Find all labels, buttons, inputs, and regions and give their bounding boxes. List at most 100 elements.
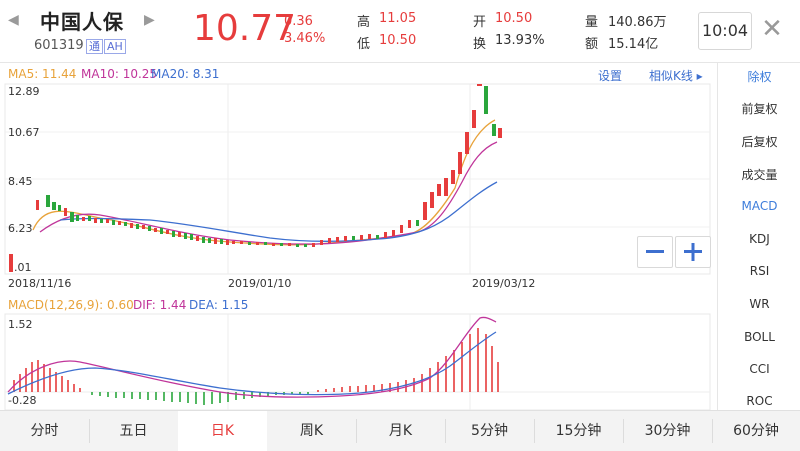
- ah-badge[interactable]: AH: [104, 39, 126, 54]
- similar-kline-link[interactable]: 相似K线 ▸: [649, 69, 703, 83]
- candle: [392, 230, 395, 236]
- tab-daily-k[interactable]: 日K: [178, 411, 267, 451]
- candle: [458, 152, 462, 174]
- menu-kdj[interactable]: KDJ: [749, 232, 770, 246]
- x-label-2: 2019/01/10: [228, 277, 292, 290]
- candle: [82, 217, 85, 221]
- kline-chart-area[interactable]: MA5: 11.44 MA10: 10.25 MA20: 8.31 设置 相似K…: [0, 62, 716, 410]
- macd-params-legend: MACD(12,26,9): 0.60: [8, 298, 134, 312]
- tab-30min[interactable]: 30分钟: [644, 423, 691, 439]
- candle: [304, 244, 307, 247]
- candle: [232, 241, 235, 244]
- y-label-4: 6.23: [8, 222, 33, 235]
- tab-15min[interactable]: 15分钟: [555, 423, 602, 439]
- tab-60min[interactable]: 60分钟: [733, 423, 779, 439]
- candle: [160, 228, 163, 234]
- candle: [264, 242, 267, 245]
- menu-rsi[interactable]: RSI: [749, 264, 770, 278]
- macd-top-label: 1.52: [8, 318, 33, 331]
- menu-roc[interactable]: ROC: [746, 394, 773, 408]
- tab-weekly-k[interactable]: 周K: [299, 423, 324, 439]
- menu-backward-adjust[interactable]: 后复权: [741, 135, 778, 149]
- candle: [280, 243, 283, 246]
- dea-legend: DEA: 1.15: [189, 298, 249, 312]
- candle: [272, 243, 275, 246]
- tab-five-day[interactable]: 五日: [119, 423, 148, 439]
- tab-divider: [534, 419, 535, 443]
- ma10-line: [39, 141, 498, 245]
- candle: [148, 226, 151, 231]
- last-price: 10.77: [193, 8, 297, 49]
- menu-ex-rights[interactable]: 除权: [747, 70, 772, 84]
- candle: [296, 244, 299, 247]
- candle: [368, 234, 371, 239]
- x-label-1: 2018/11/16: [8, 277, 72, 290]
- zoom-out-button[interactable]: [637, 236, 673, 268]
- candle: [248, 242, 251, 245]
- candle: [178, 232, 181, 237]
- tab-divider: [623, 419, 624, 443]
- candle: [190, 234, 193, 240]
- amount-label: 额: [585, 37, 599, 52]
- candle: [154, 228, 157, 232]
- turnover-value: 13.93%: [495, 33, 545, 48]
- stock-name: 中国人保: [40, 10, 124, 34]
- stock-code: 601319: [34, 38, 84, 53]
- candle: [118, 221, 121, 225]
- candle: [328, 238, 331, 243]
- tab-intraday[interactable]: 分时: [30, 423, 59, 439]
- candle: [444, 178, 448, 196]
- candle: [70, 212, 74, 222]
- x-label-3: 2019/03/12: [472, 277, 536, 290]
- tab-5min[interactable]: 5分钟: [471, 423, 508, 439]
- close-icon[interactable]: ✕: [761, 14, 783, 44]
- high-value: 11.05: [379, 11, 417, 26]
- menu-volume[interactable]: 成交量: [741, 168, 778, 182]
- candle: [492, 124, 496, 136]
- menu-forward-adjust[interactable]: 前复权: [741, 102, 778, 116]
- candle: [58, 205, 61, 211]
- menu-macd[interactable]: MACD: [741, 199, 778, 213]
- candle: [76, 215, 79, 221]
- connect-badge: 通: [86, 39, 103, 54]
- candle: [9, 254, 13, 272]
- macd-hist-red-late: [317, 328, 499, 392]
- candle: [88, 216, 91, 221]
- candle: [477, 84, 482, 86]
- menu-wr[interactable]: WR: [749, 297, 770, 311]
- low-value: 10.50: [379, 33, 417, 48]
- candle: [416, 220, 419, 226]
- candle: [451, 170, 455, 184]
- candle: [46, 195, 50, 207]
- open-label: 开: [473, 15, 487, 30]
- menu-cci[interactable]: CCI: [749, 362, 770, 376]
- tab-divider: [445, 419, 446, 443]
- menu-boll[interactable]: BOLL: [744, 330, 775, 344]
- candle: [344, 236, 347, 241]
- tab-divider: [89, 419, 90, 443]
- minus-icon: [646, 250, 664, 253]
- tab-monthly-k[interactable]: 月K: [388, 423, 413, 439]
- kline-svg[interactable]: [0, 62, 716, 410]
- prev-stock-icon[interactable]: ◀: [8, 12, 19, 28]
- candle: [423, 202, 427, 220]
- candle: [465, 132, 469, 154]
- candle: [142, 225, 145, 229]
- quote-header: ◀ 中国人保 ▶ 601319 通 AH 10.77 0.36 3.46% 高 …: [0, 0, 800, 63]
- candle: [498, 128, 502, 138]
- candle: [408, 220, 411, 228]
- indicator-side-menu: 除权 前复权 后复权 成交量 MACD KDJ RSI WR BOLL CCI …: [717, 62, 800, 410]
- candle: [288, 243, 291, 246]
- plus-icon: [684, 243, 702, 261]
- settings-link[interactable]: 设置: [598, 69, 623, 83]
- amount-value: 15.14亿: [608, 37, 659, 52]
- ma20-legend: MA20: 8.31: [151, 67, 220, 81]
- next-stock-icon[interactable]: ▶: [144, 12, 155, 28]
- candle: [336, 237, 339, 242]
- y-label-top: 12.89: [8, 85, 40, 98]
- candle: [172, 231, 175, 237]
- candle: [430, 192, 434, 208]
- zoom-in-button[interactable]: [675, 236, 711, 268]
- candle: [112, 220, 115, 225]
- candle: [240, 241, 243, 244]
